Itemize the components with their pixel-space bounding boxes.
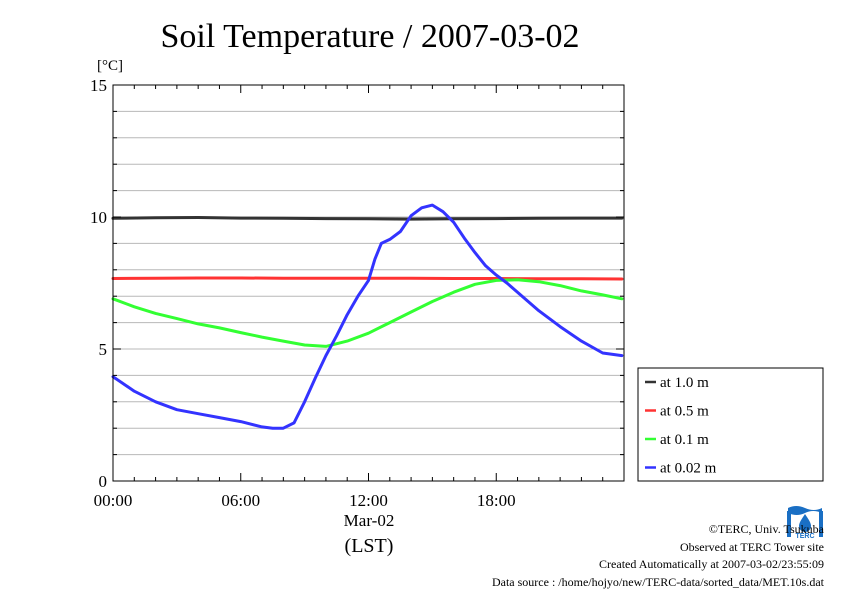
y-tick-label: 0 bbox=[99, 472, 108, 491]
x-tick-label: 00:00 bbox=[94, 491, 133, 510]
copyright-text: ©TERC, Univ. Tsukuba bbox=[708, 522, 824, 536]
x-tick-label: 18:00 bbox=[477, 491, 516, 510]
y-tick-label: 5 bbox=[99, 340, 108, 359]
legend: at 1.0 m at 0.5 m at 0.1 m at 0.02 m bbox=[637, 367, 824, 482]
x-axis-label: (LST) bbox=[345, 535, 394, 557]
chart-title: Soil Temperature / 2007-03-02 bbox=[160, 18, 579, 55]
x-axis-date-label: Mar-02 bbox=[344, 511, 395, 530]
terc-logo: TERC bbox=[784, 502, 826, 540]
y-tick-label: 10 bbox=[90, 208, 107, 227]
legend-label: at 1.0 m bbox=[660, 375, 709, 391]
series-line bbox=[111, 278, 624, 348]
legend-label: at 0.02 m bbox=[660, 461, 717, 477]
x-axis-ticks: 00:00 06:00 12:00 18:00 bbox=[94, 85, 625, 510]
data-source-text: Data source : /home/hojyo/new/TERC-data/… bbox=[491, 574, 824, 589]
series-lines bbox=[111, 203, 624, 430]
y-tick-label: 15 bbox=[90, 76, 107, 95]
series-line bbox=[111, 203, 624, 430]
x-tick-label: 12:00 bbox=[349, 491, 388, 510]
terc-logo-text: TERC bbox=[795, 533, 814, 540]
credits-block: ©TERC, Univ. Tsukuba Observed at TERC To… bbox=[492, 521, 824, 591]
x-tick-label: 06:00 bbox=[221, 491, 260, 510]
legend-label: at 0.5 m bbox=[660, 404, 709, 420]
creation-time-text: Created Automatically at 2007-03-02/23:5… bbox=[599, 557, 824, 571]
legend-label: at 0.1 m bbox=[660, 432, 709, 448]
y-axis-ticks: 0 5 10 15 bbox=[90, 76, 624, 491]
series-line bbox=[111, 216, 624, 221]
observation-site-text: Observed at TERC Tower site bbox=[679, 539, 824, 554]
y-axis-unit-label: [°C] bbox=[97, 58, 123, 74]
legend-box bbox=[637, 367, 824, 482]
